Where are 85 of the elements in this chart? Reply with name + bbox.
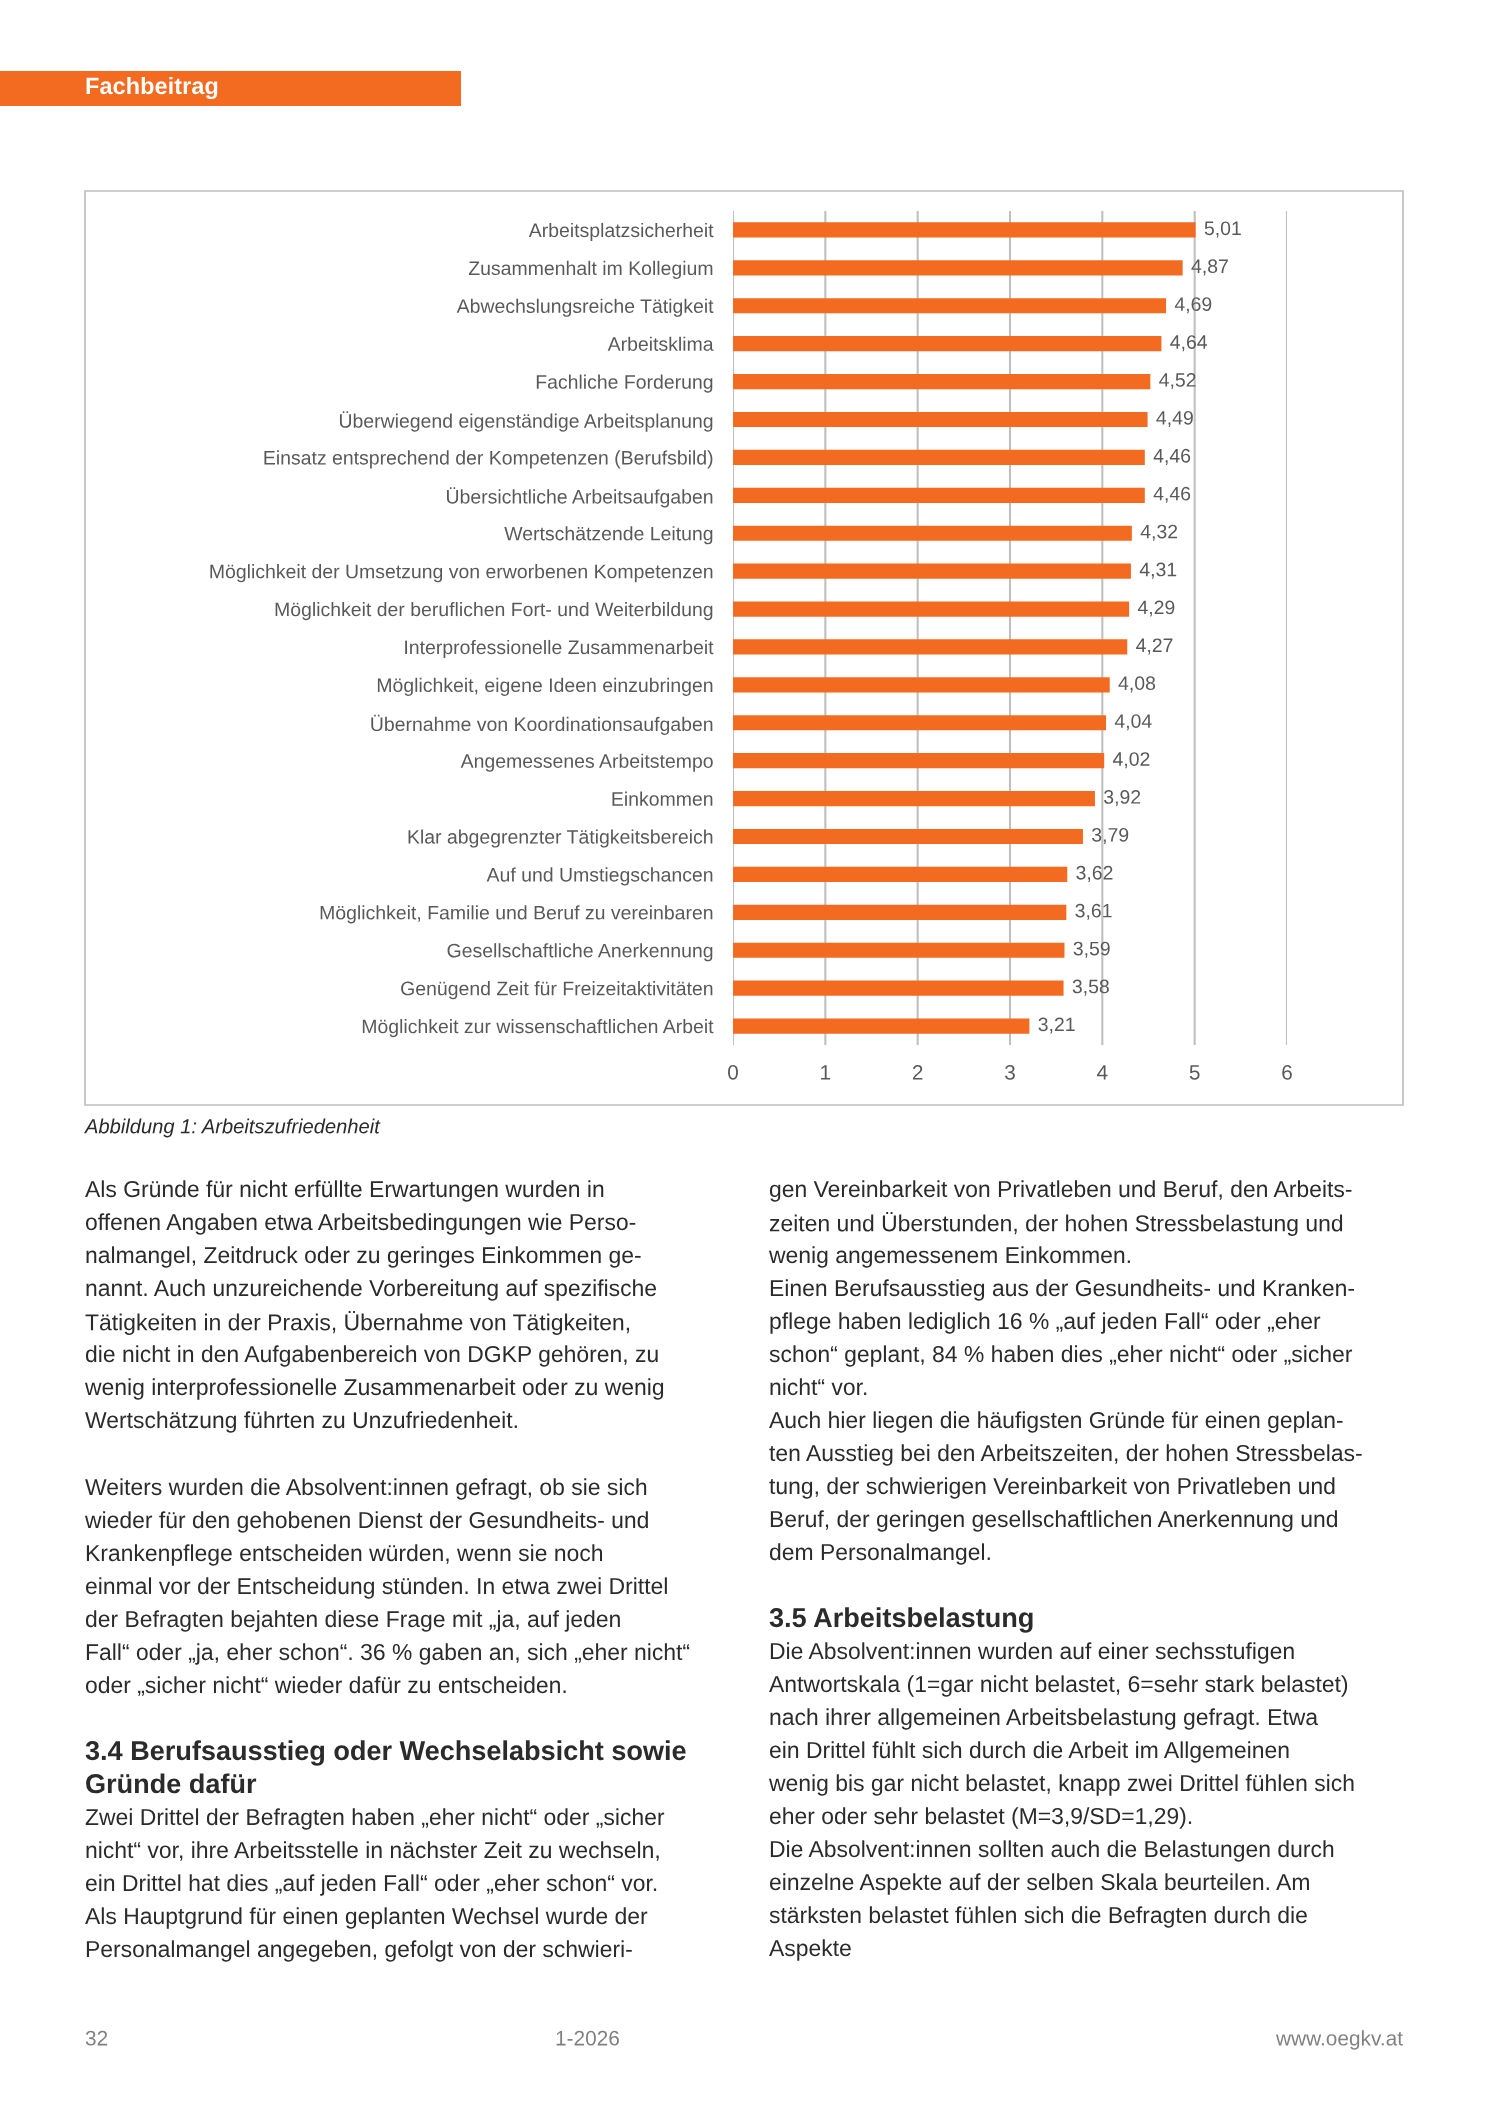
text: Als Gründe für nicht erfüllte Erwartungen wurden in offenen Angaben etwa Arbeitsbedingungen wie Perso- nalmangel, Zeitdruck oder zu geringes Einkommen ge- nannt. Auch unzureichende Vorbereitung auf spezifische Tätigkeiten in der Praxis, Übernahme von Tätigkeiten, die nicht in den Aufgabenbereich von DGKP gehören, zu wenig interprofessionelle Zusammenarbeit oder zu wenig Wertschätzung führten zu Unzufriedenheit.: [84, 1180, 664, 1433]
data-label: 4,49: [1156, 410, 1193, 428]
text: www.oegkv.at: [1275, 2030, 1403, 2050]
bar: [733, 715, 1107, 731]
y-tick-label: Möglichkeit, eigene Ideen einzubringen: [377, 677, 713, 696]
y-tick-label: Wertschätzende Leitung: [504, 526, 713, 545]
data-label: 4,08: [1118, 676, 1156, 693]
y-tick-label: Übersichtliche Arbeitsaufgaben: [447, 487, 713, 508]
data-label: 4,46: [1153, 448, 1191, 465]
bar: [733, 563, 1131, 579]
bar: [733, 411, 1148, 428]
text: gen Vereinbarkeit von Privatleben und Beruf, den Arbeits- zeiten und Überstunden, der hohen Stressbelastung und wenig angemessenem Einkommen. Einen Berufsausstieg aus der Gesundheits- und Kranken- pflege haben lediglich 16 % „auf jeden Fall“ oder „eher schon“ geplant, 84 % haben dies „eher nicht“ oder „sicher nicht“ vor. Auch hier liegen die häufigsten Gründe für einen geplan- ten Ausstieg bei den Arbeitszeiten, der hohen Stressbelas- tung, der schwierigen Vereinbarkeit von Privatleben und Beruf, der geringen gesellschaftlichen Anerkennung und dem Personalmangel.: [768, 1180, 1362, 1565]
bar: [733, 866, 1068, 882]
y-tick-label: Möglichkeit, Familie und Beruf zu vereinbaren: [320, 905, 713, 924]
x-tick-label: 1: [821, 1065, 831, 1080]
data-label: 4,04: [1114, 714, 1152, 731]
bar: [733, 336, 1162, 352]
data-label: 4,32: [1140, 524, 1178, 541]
data-label: 4,02: [1112, 752, 1150, 769]
text: Fachbeitrag: [86, 76, 218, 100]
y-tick-label: Überwiegend eigenständige Arbeitsplanung: [339, 411, 713, 432]
bar: [733, 374, 1151, 390]
y-tick-label: Übernahme von Koordinationsaufgaben: [371, 714, 713, 735]
y-tick-label: Einkommen: [612, 791, 713, 806]
y-tick-label: Arbeitsklima: [607, 336, 714, 351]
x-tick-label: 3: [1005, 1064, 1015, 1080]
text: 32: [85, 2030, 108, 2046]
data-label: 3,92: [1104, 790, 1141, 807]
bar: [733, 677, 1110, 693]
data-label: 4,64: [1170, 335, 1208, 352]
x-tick-label: 0: [728, 1064, 738, 1080]
data-label: 3,21: [1038, 1017, 1075, 1034]
bar: [733, 222, 1196, 238]
data-label: 4,52: [1159, 373, 1196, 390]
text: Weiters wurden die Absolvent:innen gefragt, ob sie sich wieder für den gehobenen Dienst der Gesundheits- und Krankenpflege entscheiden würden, wenn sie noch einmal vor der Entscheidung stünden. In etwa zwei Drittel der Befragten bejahten diese Frage mit „ja, auf jeden Fall“ oder „ja, eher schon“. 36 % gaben an, sich „eher nicht“ oder „sicher nicht“ wieder dafür zu entscheiden.: [84, 1478, 690, 1696]
bar: [733, 791, 1095, 807]
data-label: 3,59: [1073, 941, 1110, 958]
data-label: 4,46: [1153, 486, 1191, 503]
text: Die Absolvent:innen wurden auf einer sechsstufigen Antwortskala (1=gar nicht belastet, 6=sehr stark belastet) nach ihrer allgemeinen Arbeitsbelastung gefragt. Etwa ein Drittel fühlt sich durch die Arbeit im Allgemeinen wenig bis gar nicht belastet, knapp zwei Drittel fühlen sich eher oder sehr belastet (M=3,9/SD=1,29). Die Absolvent:innen sollten auch die Belastungen durch einzelne Aspekte auf der selben Skala beurteilen. Am stärksten belastet fühlen sich die Befragten durch die Aspekte: [768, 1642, 1354, 1961]
data-label: 4,69: [1174, 297, 1212, 314]
bar: [733, 828, 1083, 845]
y-tick-label: Genügend Zeit für Freizeitaktivitäten: [401, 981, 713, 1000]
text: 3.5 Arbeitsbelastung: [769, 1607, 1033, 1633]
y-tick-label: Fachliche Forderung: [536, 374, 713, 393]
x-tick-label: 4: [1097, 1065, 1108, 1080]
data-label: 4,27: [1136, 638, 1173, 655]
x-tick-label: 2: [912, 1064, 923, 1080]
y-tick-label: Möglichkeit der Umsetzung von erworbenen Kompetenzen: [210, 564, 713, 583]
y-tick-label: Auf und Umstiegschancen: [486, 867, 713, 886]
bar: [733, 298, 1167, 314]
bar: [733, 525, 1132, 541]
text: Abbildung 1: Arbeitszufriedenheit: [84, 1118, 381, 1138]
data-label: 3,61: [1075, 903, 1112, 920]
bar: [733, 487, 1145, 503]
bar: [733, 942, 1065, 958]
bar: [733, 449, 1145, 465]
y-tick-label: Arbeitsplatzsicherheit: [528, 222, 714, 242]
y-tick-label: Angemessenes Arbeitstempo: [460, 753, 713, 772]
bar: [733, 639, 1128, 655]
data-label: 4,29: [1137, 600, 1175, 617]
y-tick-label: Möglichkeit der beruflichen Fort- und Weiterbildung: [275, 602, 713, 621]
y-tick-label: Gesellschaftliche Anerkennung: [447, 943, 713, 962]
y-tick-label: Klar abgegrenzter Tätigkeitsbereich: [408, 829, 713, 848]
text: 1-2026: [556, 2030, 619, 2046]
text: 3.4 Berufsausstieg oder Wechselabsicht sowie Gründe dafür: [85, 1740, 686, 1794]
y-tick-label: Möglichkeit zur wissenschaftlichen Arbeit: [362, 1019, 714, 1038]
y-tick-label: Abwechslungsreiche Tätigkeit: [456, 298, 714, 317]
bar: [733, 753, 1105, 769]
bar: [733, 601, 1130, 617]
data-label: 5,01: [1204, 221, 1241, 238]
data-label: 4,31: [1139, 562, 1177, 579]
bar: [733, 904, 1067, 920]
y-tick-label: Einsatz entsprechend der Kompetenzen (Berufsbild): [264, 450, 713, 469]
bar: [733, 260, 1183, 276]
y-tick-label: Zusammenhalt im Kollegium: [468, 260, 713, 279]
y-tick-label: Interprofessionelle Zusammenarbeit: [405, 639, 714, 659]
text: Zwei Drittel der Befragten haben „eher nicht“ oder „sicher nicht“ vor, ihre Arbeitsstelle in nächster Zeit zu wechseln, ein Drittel hat dies „auf jeden Fall“ oder „eher schon“ vor. Als Hauptgrund für einen geplanten Wechsel wurde der Personalmangel angegeben, gefolgt von der schwieri-: [85, 1808, 665, 1962]
data-label: 3,79: [1092, 827, 1129, 845]
data-label: 4,87: [1191, 259, 1228, 276]
bar: [733, 1018, 1030, 1034]
x-tick-label: 6: [1282, 1064, 1292, 1080]
x-tick-label: 5: [1189, 1065, 1200, 1080]
data-label: 3,58: [1072, 979, 1109, 996]
bar: [733, 980, 1064, 996]
data-label: 3,62: [1076, 865, 1113, 882]
